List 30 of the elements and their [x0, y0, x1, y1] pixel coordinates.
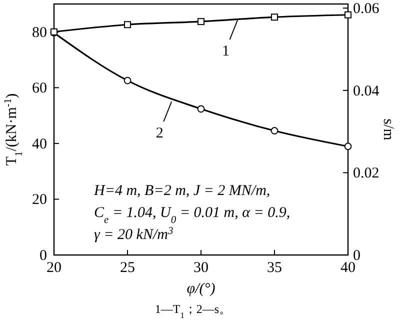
point — [124, 76, 132, 84]
point — [271, 14, 278, 21]
annotation: H=4 m, B=2 m, J = 2 MN/m, — [93, 183, 270, 199]
y-tick-label: 0 — [40, 248, 47, 264]
y-tick-label: 40 — [32, 136, 47, 152]
y-tick-label: 20 — [32, 192, 47, 208]
x-tick-label: 25 — [120, 260, 135, 276]
x-axis-title: φ/(°) — [186, 281, 216, 297]
y2-tick-label: 0.06 — [353, 1, 380, 18]
point — [344, 11, 352, 18]
point — [270, 127, 278, 134]
y-tick-label: 80 — [32, 24, 47, 41]
x-tick-label: 35 — [267, 260, 282, 276]
text: 1—T$_{1}$；2—s。 — [154, 302, 232, 320]
x-tick-label: 30 — [194, 260, 208, 276]
point — [197, 105, 205, 113]
annotation: γ = 20 kN/m$^{3}$ — [94, 226, 174, 243]
point — [124, 21, 131, 28]
x-tick-label: 40 — [340, 260, 356, 276]
y2-tick-label: 0 — [353, 248, 360, 264]
point — [344, 142, 352, 150]
y2-tick-label: 0.02 — [353, 166, 380, 182]
annotation: C$_{e}$ = 1.04, U$_{0}$ = 0.01 m, α = 0.9, — [94, 205, 290, 226]
y2-tick-label: 0.04 — [353, 83, 380, 100]
x-tick-label: 20 — [46, 260, 62, 276]
annotation: 1 — [222, 44, 230, 60]
point — [198, 18, 204, 26]
y2-axis-title: s/m — [380, 118, 396, 141]
annotation: 2 — [156, 126, 164, 142]
y-tick-label: 60 — [32, 80, 47, 97]
